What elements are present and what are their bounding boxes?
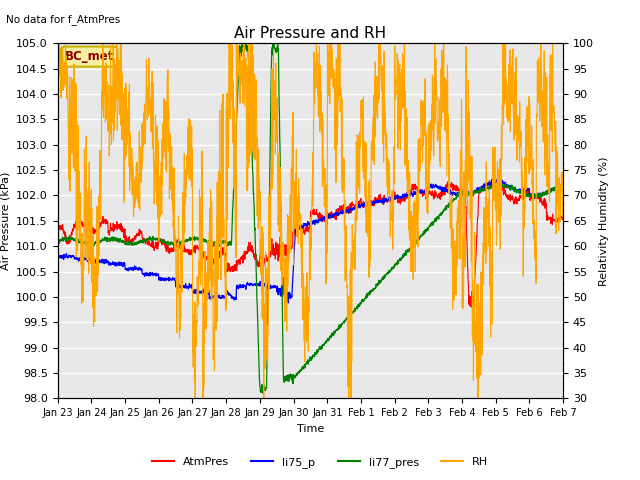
Legend: AtmPres, li75_p, li77_pres, RH: AtmPres, li75_p, li77_pres, RH <box>147 452 493 472</box>
Text: No data for f_AtmPres: No data for f_AtmPres <box>6 14 121 25</box>
Y-axis label: Relativity Humidity (%): Relativity Humidity (%) <box>600 156 609 286</box>
Text: BC_met: BC_met <box>65 50 114 63</box>
X-axis label: Time: Time <box>297 424 324 433</box>
Title: Air Pressure and RH: Air Pressure and RH <box>234 25 387 41</box>
Y-axis label: Air Pressure (kPa): Air Pressure (kPa) <box>1 172 11 270</box>
